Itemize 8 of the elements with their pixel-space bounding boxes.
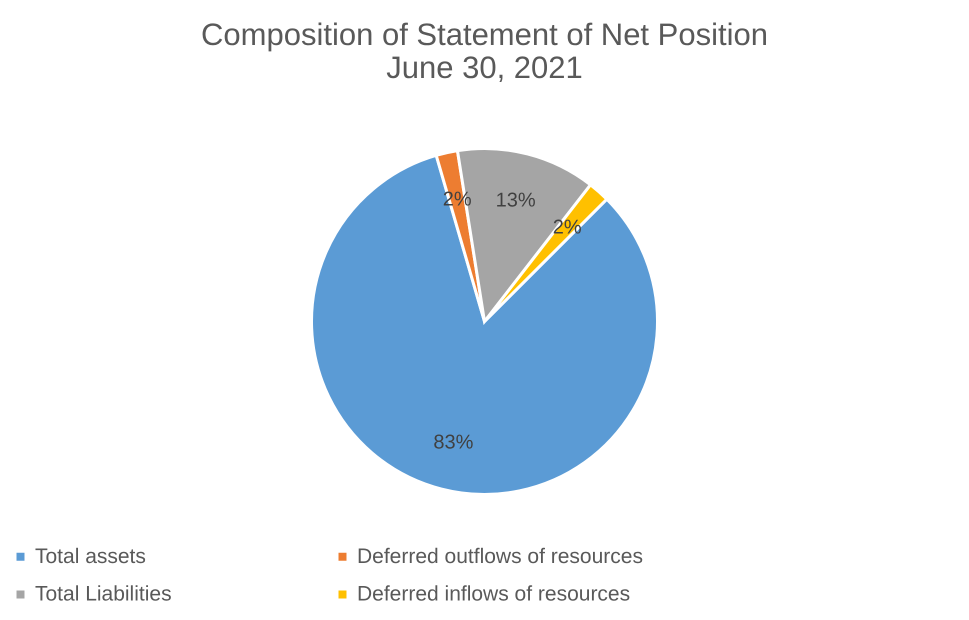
data-label: 83% — [433, 432, 474, 454]
data-label: 13% — [496, 189, 536, 212]
data-label: 2% — [442, 188, 472, 211]
legend-label: Deferred outflows of resources — [357, 544, 643, 568]
chart-title: Composition of Statement of Net Position June 30, 2021 — [201, 17, 768, 85]
legend-label: Total assets — [35, 544, 146, 568]
legend-label: Deferred inflows of resources — [357, 582, 630, 606]
legend-label: Total Liabilities — [35, 582, 172, 606]
